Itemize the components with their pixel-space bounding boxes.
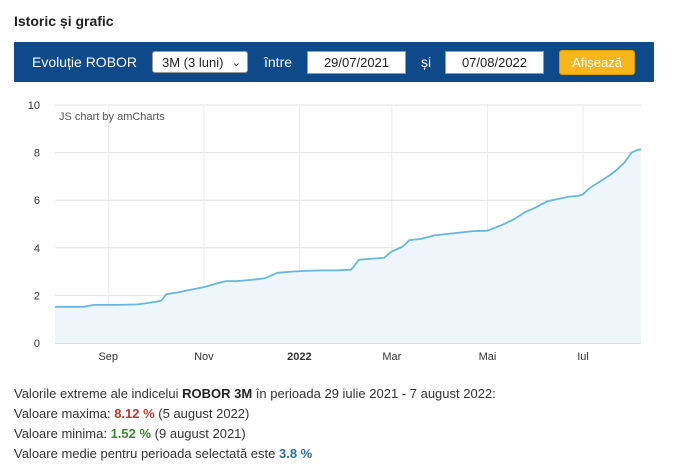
- summary-line-extremes: Valorile extreme ale indicelui ROBOR 3M …: [14, 386, 496, 401]
- min-label: Valoare minima:: [14, 426, 111, 441]
- index-name: ROBOR 3M: [182, 386, 253, 401]
- y-tick-label: 10: [28, 100, 40, 112]
- y-tick-label: 0: [34, 338, 40, 350]
- section-title: Istoric și grafic: [14, 13, 114, 29]
- avg-value: 3.8 %: [278, 446, 313, 461]
- x-tick-label: Mai: [479, 351, 497, 363]
- max-value: 8.12 %: [114, 406, 155, 421]
- period-select-value: 3M (3 luni): [162, 55, 224, 70]
- summary-line-max: Valoare maxima: 8.12 % (5 august 2022): [14, 406, 249, 421]
- x-tick-label: Nov: [194, 351, 214, 363]
- filter-toolbar: Evoluție ROBOR 3M (3 luni) ⌄ între 29/07…: [14, 42, 654, 82]
- period-select[interactable]: 3M (3 luni) ⌄: [152, 51, 248, 73]
- summary-line-avg: Valoare medie pentru perioada selectată …: [14, 446, 312, 461]
- end-date-input[interactable]: 07/08/2022: [445, 51, 544, 74]
- between-label: între: [264, 54, 293, 70]
- x-tick-label: Sep: [98, 351, 118, 363]
- max-date: (5 august 2022): [154, 406, 250, 421]
- summary-line-min: Valoare minima: 1.52 % (9 august 2021): [14, 426, 246, 441]
- max-label: Valoare maxima:: [14, 406, 115, 421]
- evolution-label: Evoluție ROBOR: [32, 54, 138, 70]
- chart-credit: JS chart by amCharts: [59, 111, 165, 123]
- y-tick-label: 4: [34, 243, 40, 255]
- y-tick-label: 8: [34, 148, 40, 160]
- min-date: (9 august 2021): [151, 426, 246, 441]
- x-tick-label: Iul: [577, 351, 589, 363]
- start-date-input[interactable]: 29/07/2021: [307, 51, 406, 74]
- summary-prefix: Valorile extreme ale indicelui: [14, 386, 183, 401]
- series-line: [55, 148, 641, 308]
- x-tick-label: 2022: [287, 351, 311, 363]
- min-value: 1.52 %: [110, 426, 152, 441]
- show-button[interactable]: Afișează: [559, 50, 635, 75]
- y-tick-label: 2: [34, 290, 40, 302]
- series-area: [55, 149, 641, 343]
- y-tick-label: 6: [34, 195, 40, 207]
- robor-chart: 0 2 4 6 8 10 Sep Nov 2022 Mar Mai Iul JS chart by am…: [28, 100, 641, 363]
- x-tick-label: Mar: [382, 351, 401, 363]
- avg-label: Valoare medie pentru perioada selectată …: [14, 446, 279, 461]
- chevron-down-icon: ⌄: [231, 57, 241, 69]
- summary-suffix: în perioada 29 iulie 2021 - 7 august 202…: [252, 386, 496, 401]
- and-label: și: [421, 54, 432, 70]
